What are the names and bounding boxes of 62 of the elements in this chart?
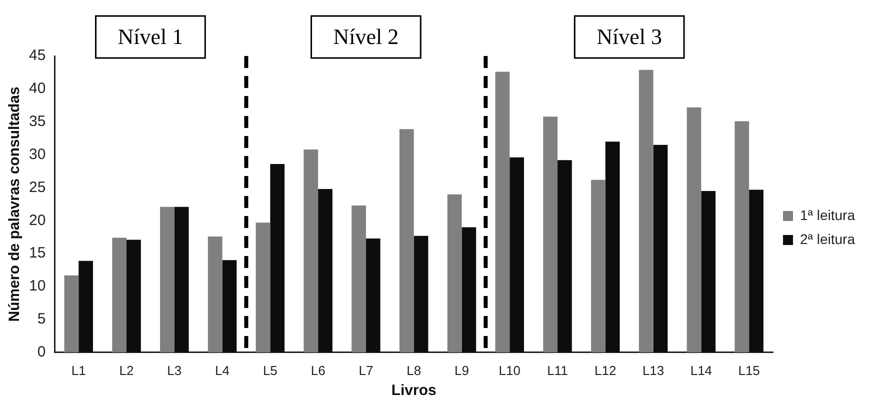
x-tick-label: L6	[310, 362, 326, 378]
bar	[366, 238, 380, 352]
x-tick-label: L15	[738, 362, 760, 378]
x-tick-label: L9	[454, 362, 469, 378]
y-tick-label: 20	[28, 212, 46, 229]
y-tick-label: 10	[28, 278, 46, 295]
bar	[208, 236, 222, 352]
x-tick-label: L13	[642, 362, 664, 378]
bar	[638, 70, 654, 352]
y-tick-label: 40	[28, 80, 46, 98]
x-axis-title: Livros	[391, 382, 436, 400]
bar	[399, 129, 414, 352]
y-tick-label: 0	[37, 344, 46, 361]
x-tick-label: L10	[498, 362, 520, 378]
bar	[605, 142, 620, 352]
bar	[749, 190, 764, 352]
bar	[160, 206, 174, 352]
bar	[64, 275, 79, 352]
y-tick-label: 5	[37, 310, 46, 328]
bar	[558, 160, 572, 352]
y-tick-label: 30	[28, 146, 46, 163]
x-tick-label: L8	[406, 362, 422, 378]
x-tick-label: L7	[358, 362, 374, 378]
bar	[174, 206, 189, 352]
x-tick-label: L1	[71, 362, 86, 378]
bar	[112, 238, 127, 352]
y-tick-label: 45	[28, 47, 46, 64]
x-tick-label: L3	[167, 362, 182, 378]
x-tick-label: L14	[690, 362, 712, 378]
legend-label: 1ª leitura	[800, 206, 856, 223]
bar	[543, 116, 558, 352]
bar	[701, 191, 716, 352]
bar	[462, 227, 476, 352]
bar	[78, 260, 93, 352]
y-tick-label: 15	[28, 244, 46, 262]
text: Nível 3	[596, 24, 662, 49]
text: Nível 2	[333, 24, 399, 49]
x-tick-label: L2	[119, 362, 134, 378]
bar	[222, 260, 237, 352]
x-tick-label: L4	[215, 362, 230, 378]
text: Nível 1	[118, 24, 184, 49]
y-axis-title: Número de palavras consultadas	[6, 86, 24, 322]
bar	[270, 164, 285, 352]
bar	[126, 240, 141, 352]
bar	[495, 72, 510, 352]
bar	[352, 206, 366, 352]
bar	[304, 150, 318, 352]
bar	[734, 121, 750, 352]
bar	[510, 157, 524, 352]
bar	[256, 222, 270, 352]
x-tick-label: L12	[594, 362, 616, 378]
x-tick-label: L11	[547, 362, 568, 378]
bar	[686, 107, 702, 352]
legend-label: 2ª leitura	[800, 230, 856, 247]
bar	[653, 144, 668, 352]
bar	[414, 236, 428, 352]
bar	[318, 189, 332, 352]
x-tick-label: L5	[262, 362, 278, 378]
y-tick-label: 35	[28, 113, 46, 130]
bar	[447, 194, 462, 352]
bar	[591, 180, 606, 352]
y-tick-label: 25	[28, 178, 46, 196]
